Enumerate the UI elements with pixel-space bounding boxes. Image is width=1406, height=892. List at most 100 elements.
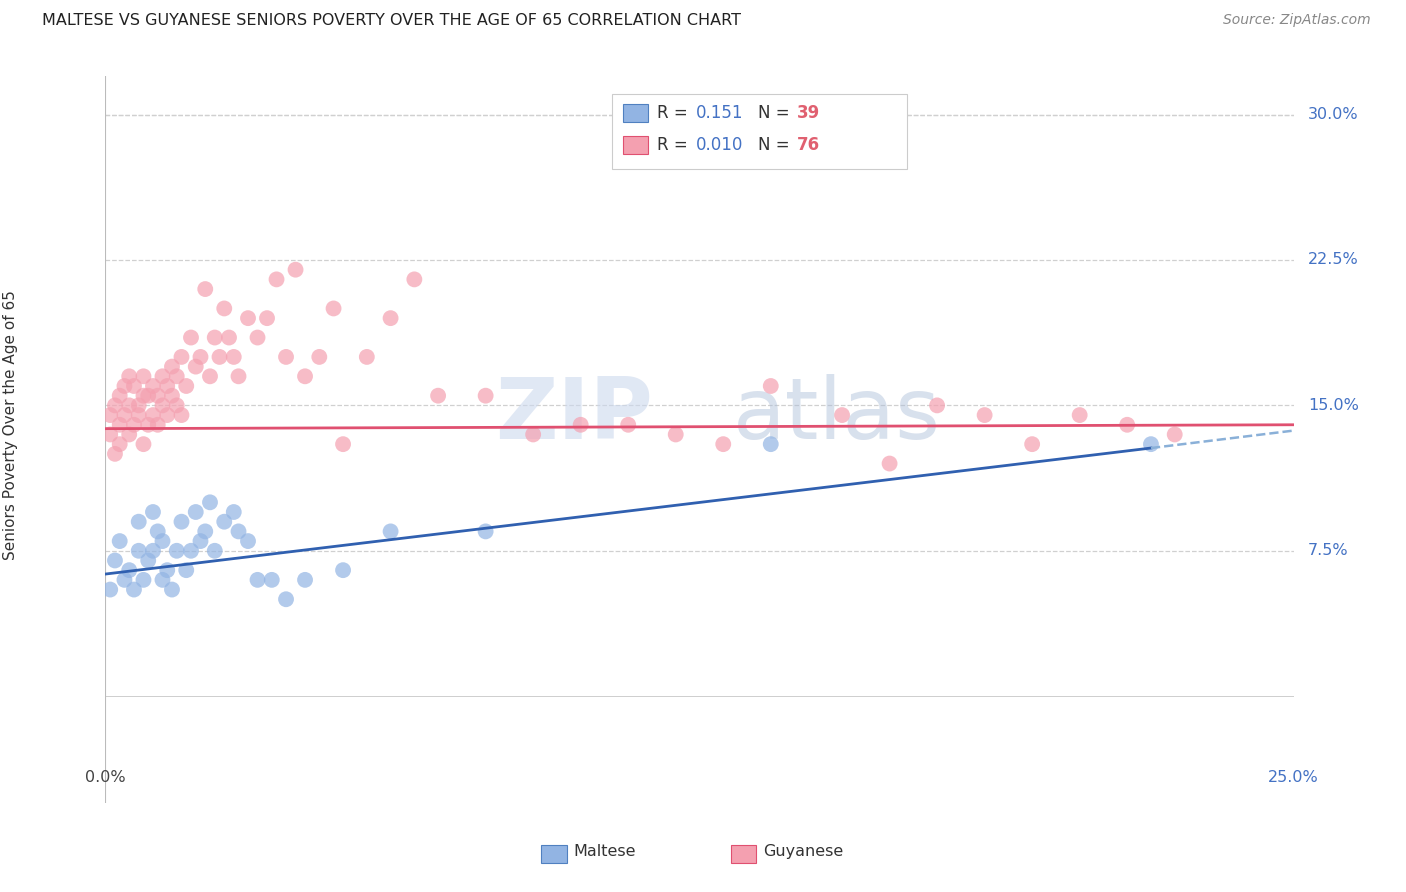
Point (166, 398, 188, 412)
Point (198, 495, 221, 509)
Text: 0.0%: 0.0% (86, 770, 125, 785)
Text: 15.0%: 15.0% (1308, 398, 1358, 413)
Point (170, 408, 193, 422)
Point (152, 573, 174, 587)
Point (427, 389, 450, 403)
Point (98, 408, 121, 422)
Point (180, 330, 202, 344)
Point (380, 311, 402, 326)
Point (114, 573, 136, 587)
Point (142, 505, 165, 519)
Point (228, 369, 250, 384)
Point (194, 524, 217, 539)
Point (156, 379, 179, 393)
Point (204, 330, 226, 344)
Point (474, 524, 496, 539)
Text: N =: N = (758, 104, 794, 122)
Point (136, 389, 159, 403)
Text: Guyanese: Guyanese (763, 845, 844, 859)
Point (266, 272, 288, 286)
Point (228, 524, 250, 539)
Point (190, 350, 212, 364)
Point (308, 350, 330, 364)
Point (973, 408, 995, 422)
Text: 30.0%: 30.0% (1308, 107, 1358, 122)
Text: Seniors Poverty Over the Age of 65: Seniors Poverty Over the Age of 65 (3, 290, 18, 559)
Point (759, 437, 782, 451)
Point (222, 505, 245, 519)
Point (831, 408, 853, 422)
Point (1021, 437, 1043, 451)
Point (146, 524, 169, 539)
Point (879, 457, 901, 471)
Point (160, 582, 183, 597)
Point (152, 369, 174, 384)
Point (711, 437, 734, 451)
Point (142, 379, 165, 393)
Point (260, 573, 283, 587)
Point (160, 389, 183, 403)
Point (294, 573, 316, 587)
Point (214, 301, 236, 316)
Point (404, 272, 426, 286)
Point (132, 389, 155, 403)
Point (156, 563, 179, 577)
Point (146, 417, 169, 432)
Point (356, 350, 378, 364)
Point (569, 417, 592, 432)
Point (332, 563, 354, 577)
Point (1116, 417, 1139, 432)
Point (246, 573, 269, 587)
Point (184, 505, 207, 519)
Point (122, 379, 145, 393)
Point (198, 369, 221, 384)
Point (174, 379, 197, 393)
Point (294, 369, 316, 384)
Point (118, 563, 141, 577)
Point (256, 311, 278, 326)
Point (136, 553, 159, 567)
Point (380, 524, 402, 539)
Text: 76: 76 (797, 136, 820, 154)
Point (142, 408, 165, 422)
Text: R =: R = (657, 104, 693, 122)
Point (132, 573, 155, 587)
Point (474, 389, 496, 403)
Text: Maltese: Maltese (574, 845, 636, 859)
Point (190, 534, 212, 549)
Point (104, 398, 127, 412)
Point (284, 262, 307, 277)
Point (218, 330, 240, 344)
Text: atlas: atlas (733, 374, 941, 457)
Point (1140, 437, 1163, 451)
Point (108, 437, 131, 451)
Point (104, 553, 127, 567)
Text: 39: 39 (797, 104, 821, 122)
Point (204, 543, 226, 558)
Point (332, 437, 354, 451)
Point (118, 427, 141, 442)
Point (114, 379, 136, 393)
Point (146, 389, 169, 403)
Point (170, 515, 193, 529)
Text: N =: N = (758, 136, 794, 154)
Point (118, 398, 141, 412)
Point (1069, 408, 1091, 422)
Point (152, 398, 174, 412)
Point (274, 592, 297, 607)
Point (925, 398, 948, 412)
Point (108, 389, 131, 403)
Point (322, 301, 344, 316)
Text: 0.151: 0.151 (696, 104, 744, 122)
Point (274, 350, 297, 364)
Point (132, 369, 155, 384)
Point (170, 350, 193, 364)
Point (104, 447, 127, 461)
Point (759, 379, 782, 393)
Point (98, 427, 121, 442)
Point (118, 369, 141, 384)
Text: R =: R = (657, 136, 693, 154)
Point (665, 427, 688, 442)
Point (522, 427, 544, 442)
Point (156, 408, 179, 422)
